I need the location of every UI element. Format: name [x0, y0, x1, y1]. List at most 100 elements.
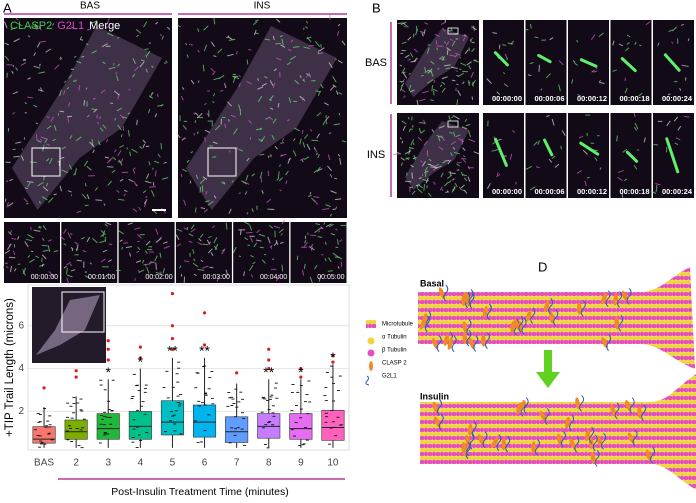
clasp2 — [627, 432, 635, 444]
speckle — [211, 225, 215, 229]
speckle — [325, 116, 330, 122]
speckle — [442, 161, 446, 164]
g2l1 — [484, 332, 490, 350]
speckle — [460, 62, 467, 66]
speckle — [128, 178, 134, 183]
speckle — [330, 190, 337, 194]
speckle — [63, 228, 67, 234]
speckle — [107, 180, 112, 186]
speckle — [339, 239, 343, 242]
speckle — [633, 112, 636, 118]
speckle — [411, 172, 413, 179]
speckle — [281, 219, 285, 225]
speckle — [279, 35, 283, 38]
speckle — [256, 229, 260, 234]
speckle — [190, 151, 194, 154]
speckle — [180, 95, 184, 101]
condition-label: Basal — [420, 278, 444, 288]
speckle — [111, 169, 116, 174]
speckle — [464, 49, 469, 55]
speckle — [433, 163, 439, 168]
speckle — [666, 120, 671, 127]
speckle — [673, 116, 679, 122]
speckle — [327, 165, 333, 172]
speckle — [196, 112, 203, 119]
speckle — [156, 93, 159, 98]
speckle — [155, 228, 159, 235]
speckle — [23, 197, 28, 203]
speckle — [417, 136, 422, 141]
g2l1 — [605, 290, 611, 307]
speckle — [145, 68, 148, 73]
speckle — [123, 193, 127, 197]
speckle — [86, 165, 92, 171]
speckle — [203, 208, 209, 213]
speckle — [181, 137, 187, 141]
speckle — [10, 27, 16, 31]
speckle — [163, 245, 171, 249]
comet — [494, 137, 508, 167]
speckle — [496, 173, 501, 178]
speckle — [27, 234, 34, 239]
speckle — [245, 231, 253, 234]
speckle — [116, 75, 119, 82]
speckle — [280, 141, 285, 144]
speckle — [47, 245, 51, 253]
speckle — [440, 84, 443, 87]
speckle — [251, 173, 256, 177]
speckle — [194, 112, 199, 116]
speckle — [13, 155, 20, 158]
speckle — [576, 170, 583, 174]
speckle — [233, 76, 240, 80]
speckle — [320, 83, 324, 89]
speckle — [551, 118, 555, 126]
speckle — [462, 34, 468, 38]
speckle — [35, 255, 40, 259]
speckle — [37, 89, 44, 92]
speckle — [401, 140, 404, 144]
comet — [543, 138, 554, 157]
speckle — [577, 93, 581, 97]
speckle — [221, 248, 226, 252]
speckle — [313, 199, 318, 205]
speckle — [303, 134, 309, 140]
speckle — [106, 32, 114, 37]
speckle — [70, 269, 76, 272]
speckle — [70, 194, 73, 197]
condition-label: BAS — [365, 57, 387, 69]
speckle — [248, 48, 252, 51]
speckle — [304, 239, 307, 244]
speckle — [317, 153, 320, 159]
speckle — [145, 196, 148, 199]
speckle — [37, 140, 42, 143]
speckle — [45, 143, 51, 146]
channel-label: CLASP2 — [10, 20, 52, 32]
speckle — [435, 165, 442, 170]
speckle — [228, 119, 230, 122]
speckle — [308, 44, 314, 47]
speckle — [204, 102, 207, 106]
speckle — [68, 74, 73, 79]
clasp2 — [621, 290, 629, 302]
speckle — [624, 87, 628, 94]
speckle — [633, 165, 638, 170]
speckle — [407, 36, 412, 41]
speckle — [119, 114, 125, 120]
speckle — [473, 59, 477, 62]
speckle — [491, 149, 499, 152]
speckle — [200, 207, 206, 210]
speckle — [462, 174, 468, 177]
speckle — [503, 72, 506, 75]
speckle — [47, 239, 53, 242]
speckle — [492, 32, 497, 34]
speckle — [213, 17, 216, 25]
inset-box — [447, 120, 459, 128]
speckle — [576, 39, 579, 43]
speckle — [687, 38, 690, 42]
speckle — [117, 124, 122, 131]
speckle — [258, 233, 266, 237]
speckle — [5, 180, 9, 183]
x-tick-label: 10 — [327, 458, 339, 469]
speckle — [679, 88, 682, 91]
speckle — [451, 79, 456, 82]
